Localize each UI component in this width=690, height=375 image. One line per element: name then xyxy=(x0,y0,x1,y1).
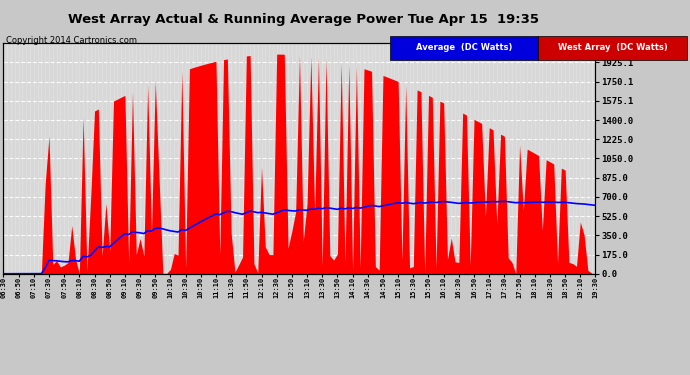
Text: Copyright 2014 Cartronics.com: Copyright 2014 Cartronics.com xyxy=(6,36,137,45)
Text: Average  (DC Watts): Average (DC Watts) xyxy=(416,44,512,52)
Text: West Array  (DC Watts): West Array (DC Watts) xyxy=(558,44,667,52)
Text: West Array Actual & Running Average Power Tue Apr 15  19:35: West Array Actual & Running Average Powe… xyxy=(68,13,539,26)
